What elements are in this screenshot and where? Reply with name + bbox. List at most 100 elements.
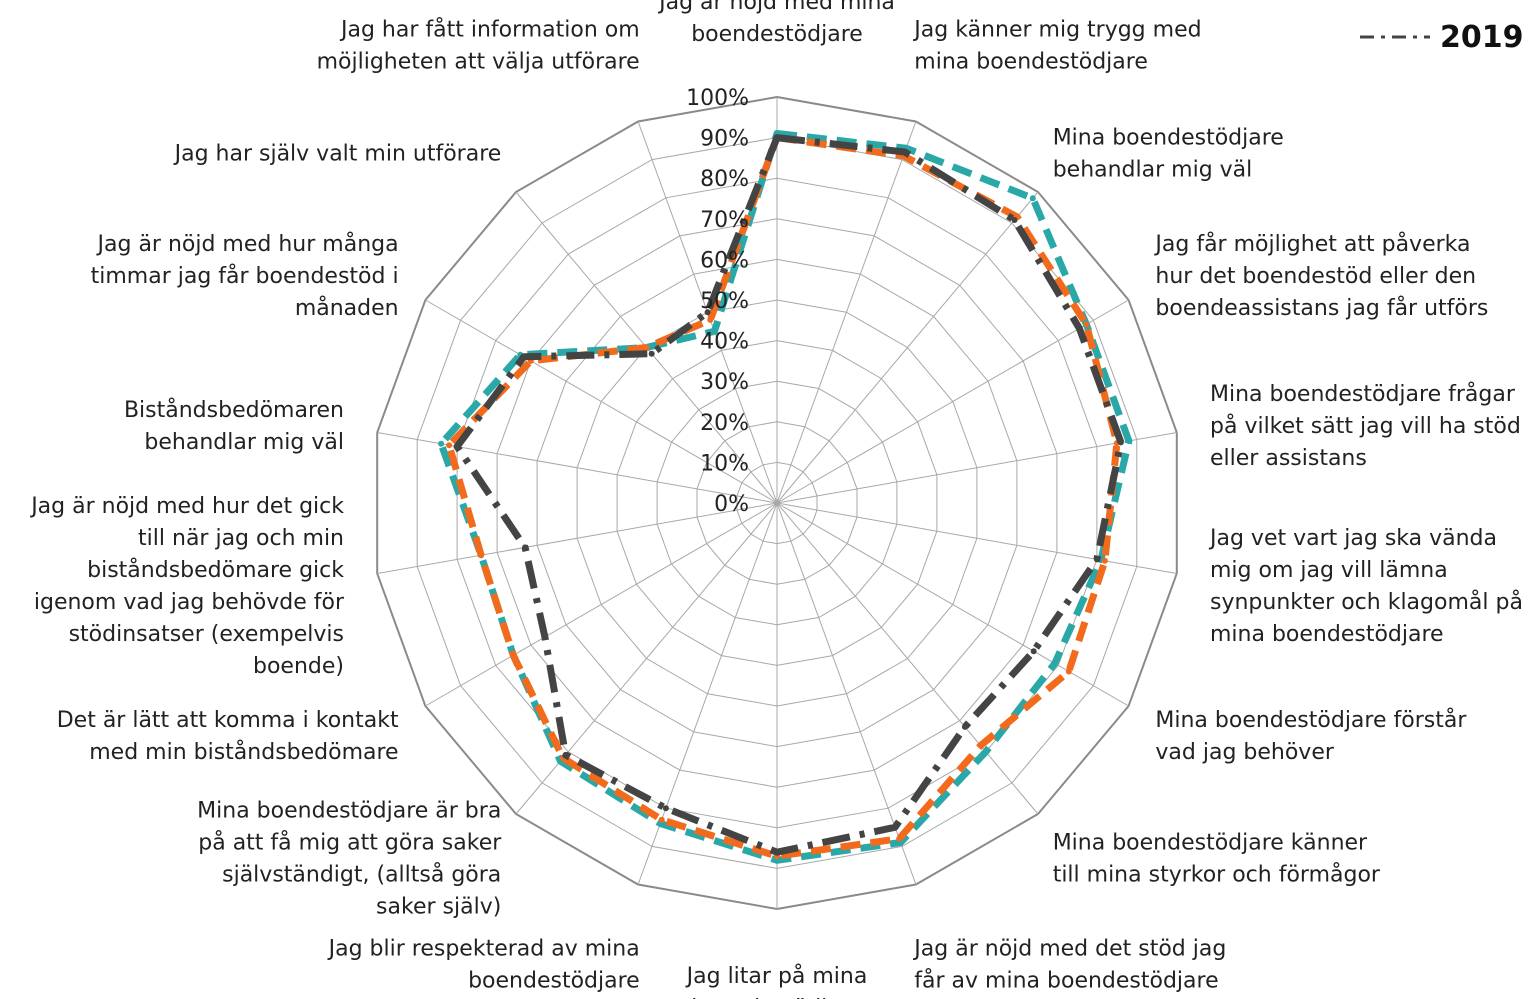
series-2-point-10 [662,805,669,812]
category-label-6: Mina boendestödjare förstår vad jag behöv… [1155,707,1467,765]
category-label-line: Jag är nöjd med hur många [96,231,399,257]
spoke-6 [776,502,1129,707]
category-label-line: får av mina boendestödjare [914,967,1218,993]
category-label-5: Jag vet vart jag ska vända mig om jag vil… [1208,526,1523,647]
spoke-3 [776,299,1129,504]
category-label-line: Jag litar på mina [685,963,868,989]
series-0-point-14 [438,440,445,447]
series-1-point-17 [707,316,714,323]
category-label-line: möjligheten att välja utförare [317,50,640,75]
series-1-point-12 [510,652,517,659]
spoke-7 [776,502,1039,815]
tick-label: 0% [714,492,749,517]
series-0-point-2 [1029,195,1036,202]
series-2-point-17 [704,309,711,316]
legend: 2019 [1360,20,1524,55]
category-label-4: Mina boendestödjare frågar på vilket sätt… [1210,381,1521,471]
category-label-line: Mina boendestödjare känner [1053,830,1368,855]
series-0-point-17 [711,328,718,335]
series-1-point-13 [478,552,485,559]
category-label-16: Jag har själv valt min utförare [173,142,502,167]
series-layer [437,130,1133,864]
spoke-12 [425,502,778,707]
series-1-point-5 [1101,557,1108,564]
series-2-point-1 [901,149,908,155]
category-label-9: Jag litar på mina boendestödjare [685,963,868,999]
category-label-7: Mina boendestödjare känner till mina styr… [1053,830,1381,887]
category-label-10: Jag blir respekterad av mina boendestödja… [327,936,640,993]
category-label-line: biståndsbedömare gick [87,557,344,583]
spoke-8 [776,502,917,885]
series-2-point-15 [520,353,527,360]
tick-label: 90% [700,127,749,152]
series-2-point-6 [1030,648,1037,655]
tick-label: 70% [700,208,749,233]
series-1-point-14 [446,442,453,449]
category-label-line: Jag får möjlighet att påverka [1153,231,1470,257]
category-label-line: behandlar mig väl [144,430,344,455]
category-label-line: boendestödjare [468,968,640,993]
category-label-line: Mina boendestödjare [1053,126,1284,151]
series-1-point-16 [643,344,650,351]
series-2-point-16 [648,350,655,357]
category-label-1: Jag känner mig trygg med mina boendestödj… [912,18,1201,75]
tick-label: 80% [700,167,749,192]
series-2-point-4 [1117,439,1124,446]
category-label-line: till mina styrkor och förmågor [1053,861,1381,887]
category-label-3: Jag får möjlighet att påverka hur det boe… [1153,231,1488,321]
category-label-line: synpunkter och klagomål på [1210,589,1523,615]
series-2-point-3 [1076,325,1083,332]
category-label-line: Jag vet vart jag ska vända [1208,526,1497,551]
series-2-point-7 [961,723,968,730]
category-label-8: Jag är nöjd med det stöd jag får av mina … [912,936,1226,993]
series-1-point-10 [658,816,665,823]
category-label-2: Mina boendestödjare behandlar mig väl [1053,126,1284,183]
spoke-1 [776,121,917,504]
spoke-4 [776,432,1177,504]
category-label-12: Det är lätt att komma i kontakt med min b… [57,708,399,765]
spoke-15 [425,299,778,504]
series-0-point-6 [1051,660,1058,667]
category-label-line: mig om jag vill lämna [1210,558,1448,583]
series-1-point-7 [977,742,984,749]
category-label-line: boendeassistans jag får utförs [1155,295,1488,321]
series-2-point-5 [1093,556,1100,563]
category-label-line: behandlar mig väl [1053,158,1253,183]
series-2-point-9 [774,849,780,856]
series-2-point-8 [892,824,898,831]
tick-label: 100% [686,86,749,111]
category-label-line: igenom vad jag behövde för [34,590,345,615]
category-label-17: Jag har fått information om möjligheten a… [317,17,640,75]
category-label-line: till när jag och min [138,526,344,551]
category-label-line: Det är lätt att komma i kontakt [57,708,399,733]
series-2-point-2 [1011,217,1018,223]
category-label-line: på att få mig att göra saker [198,829,502,855]
tick-label: 20% [700,411,749,436]
tick-label: 10% [700,451,749,476]
spoke-5 [776,502,1177,574]
category-label-line: Jag är nöjd med det stöd jag [912,936,1226,961]
series-0-point-4 [1125,438,1132,444]
category-label-line: mina boendestödjare [1210,622,1444,647]
category-label-line: Mina boendestödjare frågar [1210,381,1516,407]
category-label-line: saker själv) [376,894,501,919]
category-label-line: boendestödjare [691,22,863,47]
legend-label-2019: 2019 [1440,20,1524,55]
tick-label: 50% [700,289,749,314]
category-label-line: på vilket sätt jag vill ha stöd [1210,413,1521,439]
category-label-15: Jag är nöjd med hur många timmar jag får … [91,231,399,321]
tick-labels: 0% 10% 20% 30% 40% 50% 60% 70% 80% 90% 100% [686,86,749,517]
category-label-line: eller assistans [1210,446,1367,471]
series-1-point-3 [1083,321,1090,328]
category-label-line: Jag känner mig trygg med [912,18,1201,43]
spoke-13 [377,502,778,574]
tick-label: 60% [700,248,749,273]
category-label-11: Mina boendestödjare är bra på att få mig … [197,798,502,919]
category-label-13: Jag är nöjd med hur det gick till när jag… [29,494,345,679]
category-labels: Jag är nöjd med mina boendestödjare Jag kä… [29,0,1523,999]
category-label-line: vad jag behöver [1155,740,1334,765]
category-label-line: Jag blir respekterad av mina [327,936,640,961]
category-label-line: Mina boendestödjare är bra [197,798,501,823]
tick-label: 40% [700,330,749,355]
